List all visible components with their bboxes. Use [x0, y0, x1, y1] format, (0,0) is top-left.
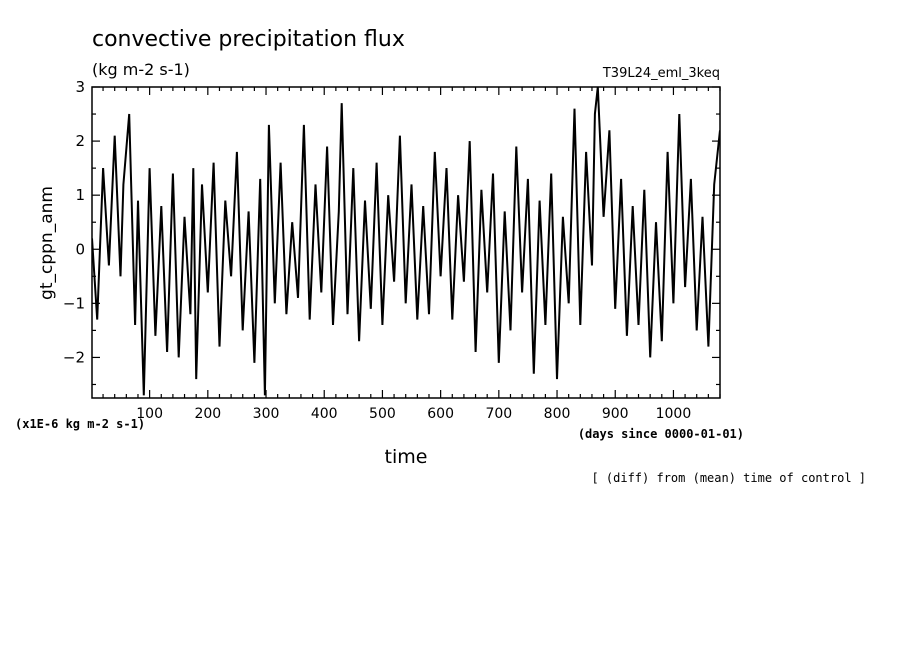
- x-tick-label-800: 800: [544, 406, 571, 422]
- x-tick-label-500: 500: [369, 406, 396, 422]
- chart-units: (kg m-2 s-1): [92, 60, 190, 79]
- y-axis-label: gt_cppn_anm: [37, 186, 57, 300]
- x-axis-label: time: [385, 446, 428, 468]
- x-tick-label-700: 700: [485, 406, 512, 422]
- y-tick-label--2: −2: [63, 348, 85, 366]
- chart-title: convective precipitation flux: [92, 27, 405, 52]
- x-tick-label-900: 900: [602, 406, 629, 422]
- x-tick-label-300: 300: [253, 406, 280, 422]
- x-tick-label-200: 200: [194, 406, 221, 422]
- x-tick-label-100: 100: [136, 406, 163, 422]
- x-tick-label-600: 600: [427, 406, 454, 422]
- y-tick-label-1: 1: [75, 186, 85, 204]
- y-tick-label-0: 0: [75, 240, 85, 258]
- x-axis-units: (days since 0000-01-01): [578, 427, 744, 441]
- y-tick-label-3: 3: [75, 78, 85, 96]
- x-axis: 100 200 300 400 500 600 700 800 900 1000: [102, 87, 721, 422]
- x-tick-label-1000: 1000: [656, 406, 692, 422]
- footnote: [ (diff) from (mean) time of control ]: [591, 471, 866, 485]
- series-line-0: [92, 87, 720, 396]
- y-axis-units: (x1E-6 kg m-2 s-1): [15, 417, 145, 431]
- run-name-label: T39L24_eml_3keq: [602, 66, 720, 81]
- y-tick-label--1: −1: [63, 294, 85, 312]
- y-axis: 3 2 1 0 −1 −2: [63, 78, 720, 386]
- plot-area: [91, 86, 721, 399]
- y-tick-label-2: 2: [75, 132, 85, 150]
- x-tick-label-400: 400: [311, 406, 338, 422]
